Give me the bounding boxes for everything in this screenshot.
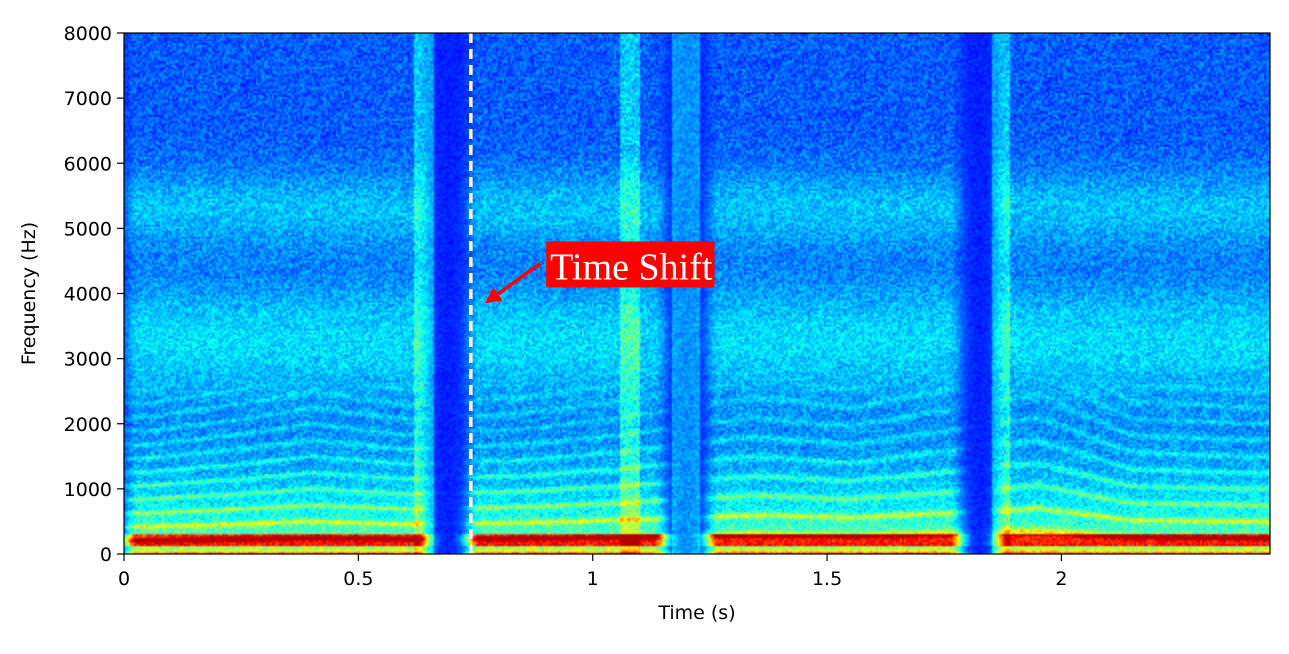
y-tick-label: 7000 xyxy=(64,88,112,110)
x-tick-label: 2 xyxy=(1055,568,1067,590)
x-tick-label: 0.5 xyxy=(343,568,373,590)
y-tick-label: 8000 xyxy=(64,23,112,45)
annotation-arrow-shaft xyxy=(496,262,542,296)
x-tick-label: 1.5 xyxy=(812,568,842,590)
y-tick-label: 3000 xyxy=(64,349,112,371)
x-tick-label: 1 xyxy=(587,568,599,590)
y-axis-ticks: 0 1000 2000 3000 4000 5000 6000 7000 8000 xyxy=(64,23,124,566)
annotation-label: Time Shift xyxy=(550,246,713,288)
x-axis-label: Time (s) xyxy=(657,602,735,624)
y-tick-label: 4000 xyxy=(64,284,112,306)
y-axis-label: Frequency (Hz) xyxy=(18,222,40,365)
spectrogram-image xyxy=(124,33,1270,554)
plot-area xyxy=(124,33,1270,554)
y-tick-label: 0 xyxy=(100,544,112,566)
y-tick-label: 1000 xyxy=(64,479,112,501)
annotation-arrow-head xyxy=(484,287,503,304)
x-tick-label: 0 xyxy=(118,568,130,590)
y-tick-label: 2000 xyxy=(64,414,112,436)
y-tick-label: 5000 xyxy=(64,218,112,240)
x-axis-ticks: 0 0.5 1 1.5 2 xyxy=(118,554,1067,590)
annotation-label-box xyxy=(546,241,715,288)
y-tick-label: 6000 xyxy=(64,153,112,175)
time-shift-annotation: Time Shift xyxy=(484,241,715,304)
